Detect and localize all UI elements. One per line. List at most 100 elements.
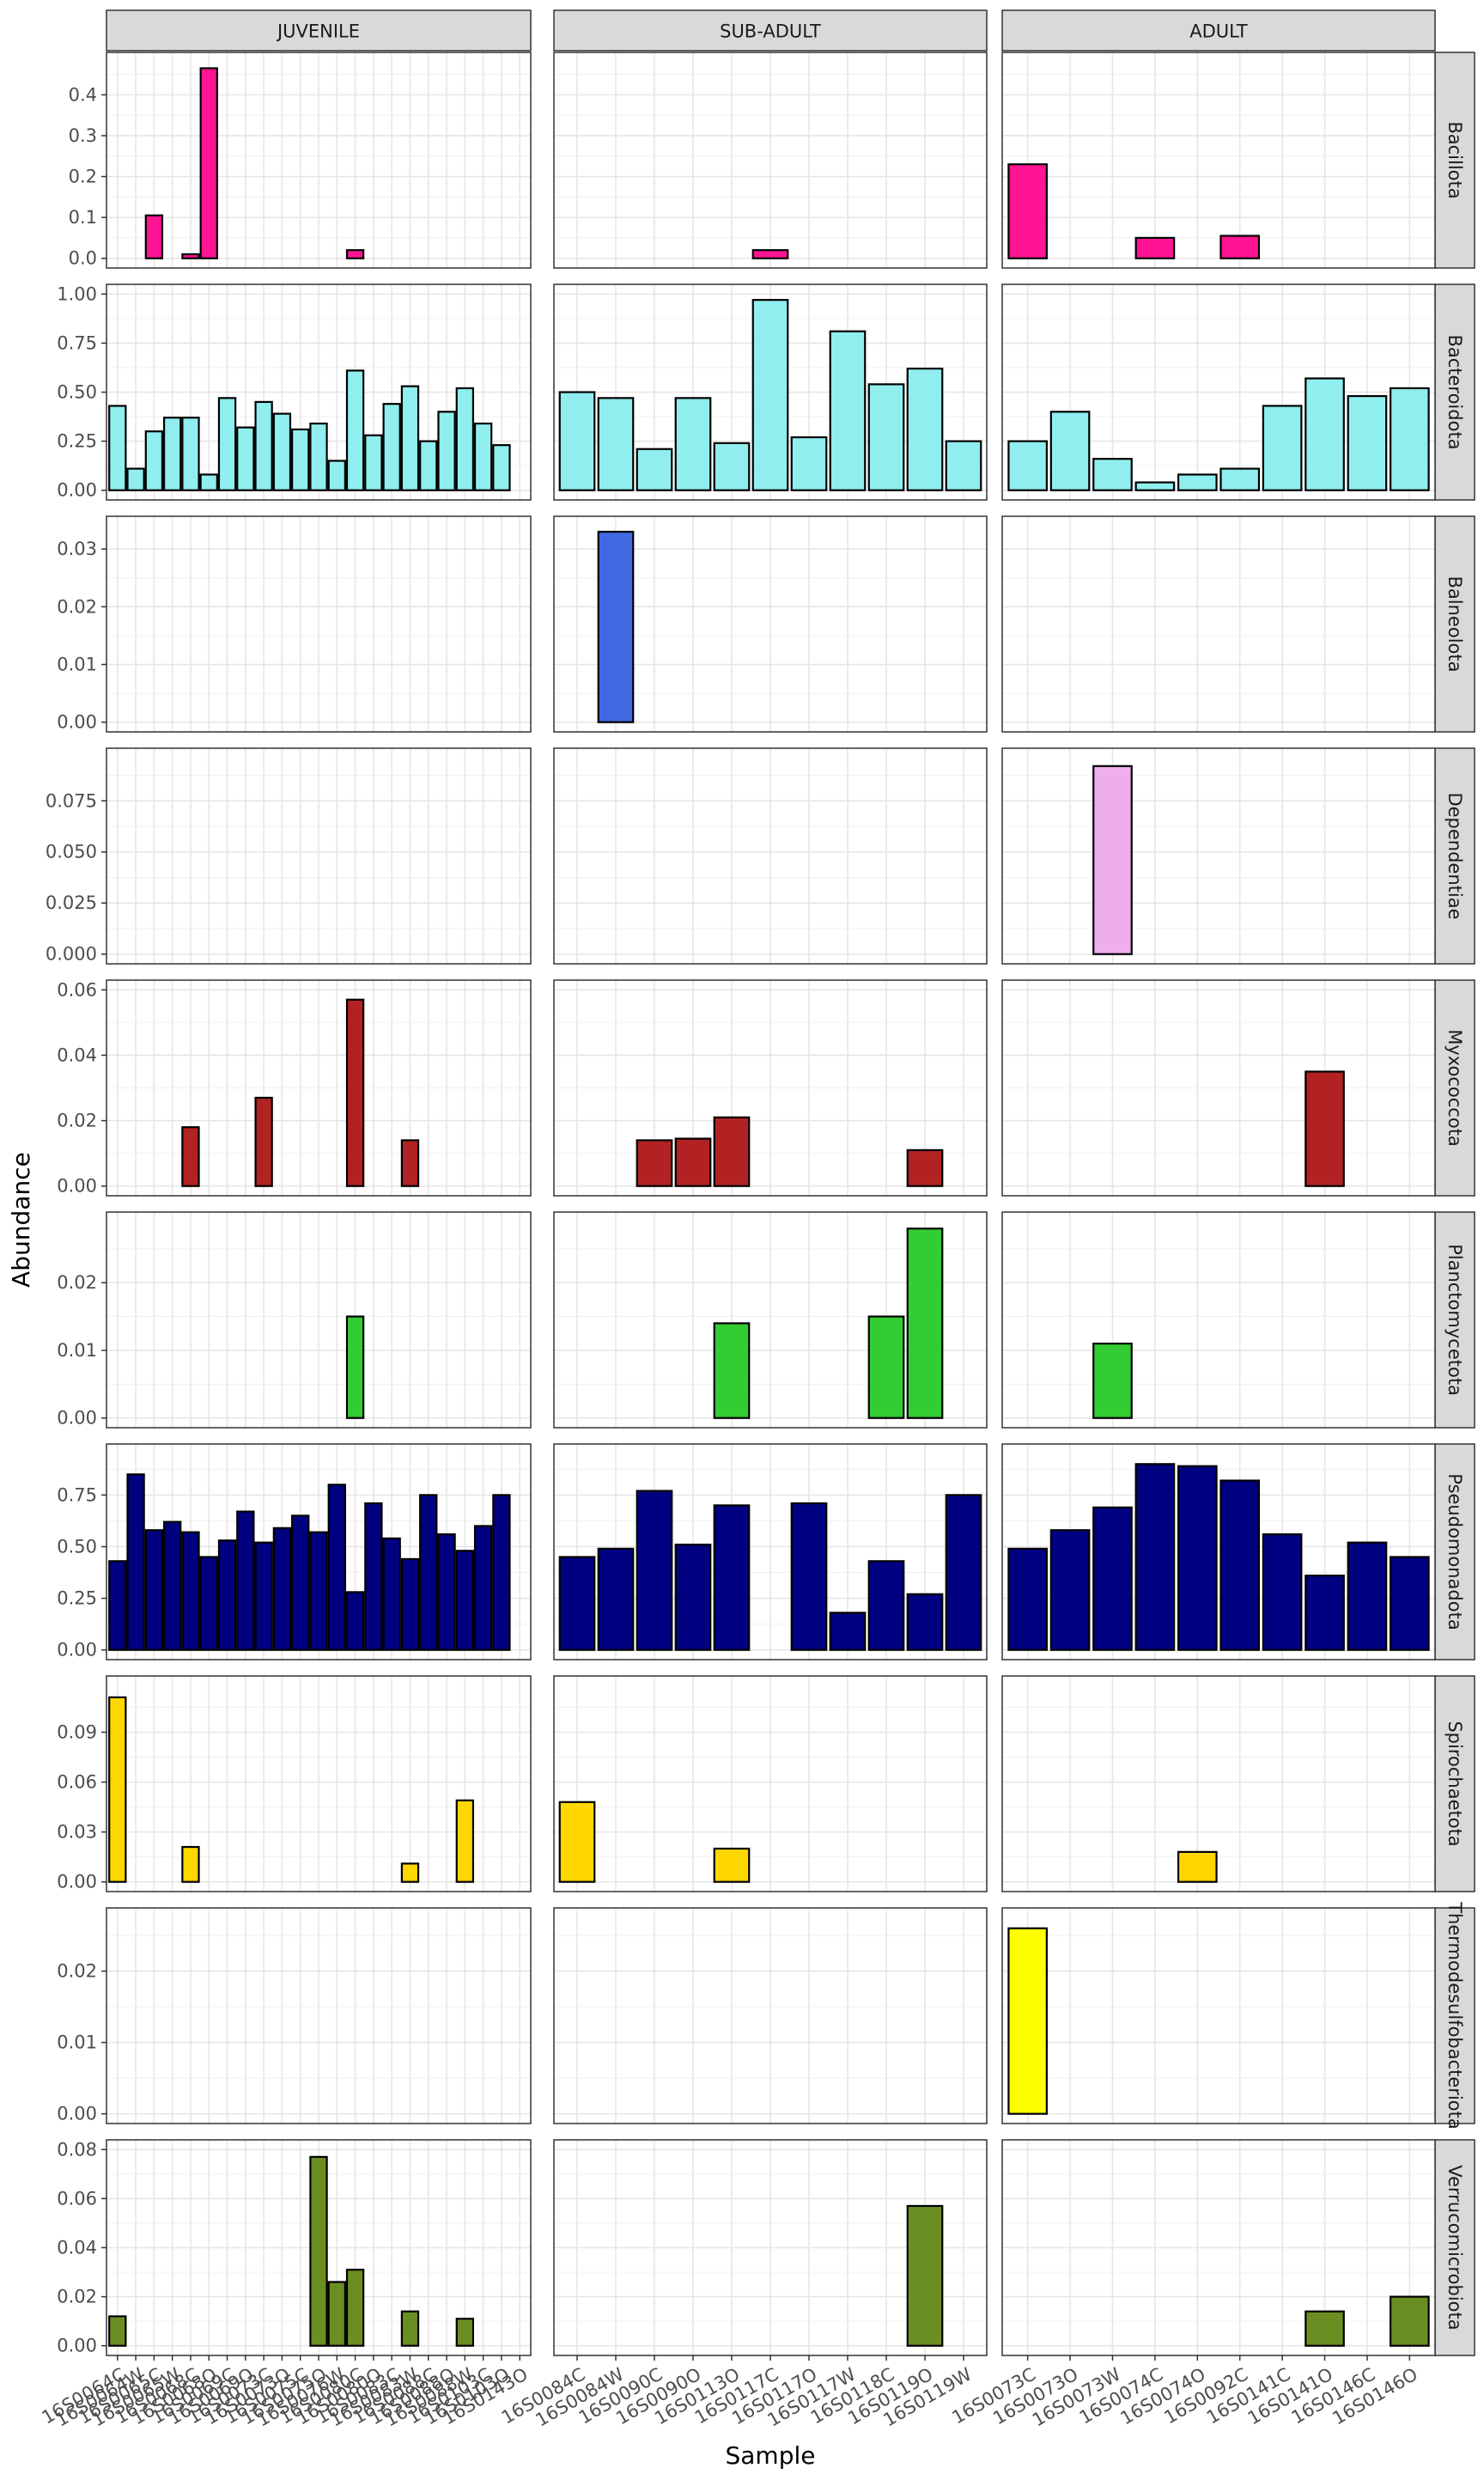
row-strip-label: Thermodesulfobacteriota <box>1444 1901 1465 2130</box>
row-strip-9 <box>1434 1907 1475 2124</box>
y-tick-label: 0.08 <box>57 2139 97 2160</box>
bar-pseudomonadota-16s0117w <box>829 1612 867 1651</box>
panel-background <box>1002 1908 1435 2124</box>
bar-pseudomonadota-16s0075c <box>291 1514 310 1651</box>
panel-4-2 <box>553 747 988 965</box>
panel-9-2 <box>553 1907 988 2124</box>
panel-border <box>106 1907 532 2124</box>
row-strip-label: Dependentiae <box>1444 792 1465 919</box>
y-tick-label: 0.00 <box>57 1176 97 1197</box>
y-tick-label: 0.01 <box>57 655 97 675</box>
y-tick-label: 0.50 <box>57 1536 97 1557</box>
panel-border <box>553 283 988 501</box>
bar-pseudomonadota-16s0092c <box>1219 1479 1261 1651</box>
bar-pseudomonadota-16s0064c <box>108 1560 127 1651</box>
panel-background <box>1002 748 1435 964</box>
y-tick-label: 0.00 <box>57 480 97 501</box>
panel-border <box>1001 283 1436 501</box>
panel-7-2 <box>553 1443 988 1661</box>
bar-bacteroidota-16s0103c <box>473 422 493 491</box>
panel-background <box>1002 52 1435 268</box>
bar-myxococcota-16s0090o <box>674 1137 712 1187</box>
y-tick-label: 0.04 <box>57 1045 97 1065</box>
bar-pseudomonadota-16s0073c <box>1007 1547 1048 1651</box>
y-tick-label: 0.00 <box>57 2336 97 2356</box>
panel-border <box>1001 1907 1436 2124</box>
panel-background <box>1002 1676 1435 1892</box>
bar-bacteroidota-16s0088o <box>437 411 456 491</box>
bar-pseudomonadota-16s0074o <box>1177 1465 1218 1651</box>
panel-8-3 <box>1001 1675 1436 1892</box>
y-tick-label: 0.0 <box>69 248 97 269</box>
bar-bacteroidota-16s0064w <box>126 467 145 491</box>
y-tick-label: 0.00 <box>57 1640 97 1661</box>
bar-pseudomonadota-16s0088c <box>419 1494 438 1651</box>
bar-pseudomonadota-16s0075o <box>309 1531 328 1651</box>
bar-bacillota-16s0074c <box>1134 236 1176 259</box>
panel-border <box>1001 1211 1436 1429</box>
panel-border <box>106 747 532 965</box>
bar-thermodesulfobacteriota-16s0073c <box>1007 1927 1048 2115</box>
bar-bacteroidota-16s0074c <box>1134 481 1176 491</box>
row-strip-5 <box>1434 979 1475 1197</box>
panel-9-1 <box>106 1907 532 2124</box>
y-tick-label: 0.75 <box>57 332 97 353</box>
bar-verrucomicrobiota-16s0119o <box>906 2204 944 2347</box>
bar-pseudomonadota-16s0068c <box>181 1531 200 1651</box>
panel-border <box>553 747 988 965</box>
bar-verrucomicrobiota-16s0083w <box>400 2310 420 2347</box>
panel-7-1 <box>106 1443 532 1661</box>
row-strip-label: Planctomycetota <box>1444 1244 1465 1396</box>
bar-pseudomonadota-16s0090c <box>636 1490 673 1651</box>
row-strip-7 <box>1434 1443 1475 1661</box>
y-tick-label: 0.09 <box>57 1721 97 1742</box>
bar-pseudomonadota-16s0069o <box>236 1510 255 1651</box>
y-tick-label: 0.06 <box>57 1772 97 1793</box>
y-tick-label: 0.00 <box>57 2104 97 2124</box>
panel-border <box>106 52 532 269</box>
bar-bacteroidota-16s0092c <box>1219 467 1261 491</box>
panel-10-2 <box>553 2139 988 2356</box>
bar-planctomycetota-16s0118c <box>867 1315 905 1419</box>
panel-border <box>106 515 532 733</box>
panel-border <box>1001 52 1436 269</box>
y-tick-label: 0.00 <box>57 1872 97 1892</box>
bar-bacteroidota-16s0088w <box>455 387 475 491</box>
bar-verrucomicrobiota-16s0075o <box>309 2155 328 2347</box>
panel-7-3 <box>1001 1443 1436 1661</box>
y-tick-label: 0.00 <box>57 712 97 733</box>
bar-pseudomonadota-16s0065c <box>144 1529 164 1651</box>
bar-pseudomonadota-16s0073c <box>254 1541 273 1651</box>
panel-8-1 <box>106 1675 532 1892</box>
bar-bacteroidota-16s0117o <box>790 436 828 491</box>
bar-spirochaetota-16s0088w <box>455 1799 475 1883</box>
bar-bacteroidota-16s0073c <box>254 400 273 491</box>
bar-myxococcota-16s0083w <box>400 1139 420 1187</box>
panel-border <box>1001 2139 1436 2356</box>
panel-2-3 <box>1001 283 1436 501</box>
y-tick-label: 0.01 <box>57 1340 97 1361</box>
bar-bacteroidota-16s0083c <box>382 403 401 491</box>
panel-border <box>1001 1443 1436 1661</box>
bar-bacteroidota-16s0141o <box>1305 377 1345 491</box>
panel-5-2 <box>553 979 988 1197</box>
panel-10-1 <box>106 2139 532 2356</box>
panel-border <box>1001 979 1436 1197</box>
y-tick-label: 0.02 <box>57 2287 97 2307</box>
bar-pseudomonadota-16s0073o <box>272 1526 292 1651</box>
panel-border <box>1001 747 1436 965</box>
y-tick-label: 0.03 <box>57 539 97 559</box>
y-tick-label: 0.04 <box>57 2238 97 2258</box>
panel-border <box>553 52 988 269</box>
panel-5-3 <box>1001 979 1436 1197</box>
bar-pseudomonadota-16s0069c <box>217 1539 237 1651</box>
bar-pseudomonadota-16s0103o <box>492 1494 511 1651</box>
bar-pseudomonadota-16s0074c <box>1134 1463 1176 1651</box>
bar-bacteroidota-16s0069o <box>236 426 255 491</box>
y-tick-label: 0.02 <box>57 596 97 617</box>
bar-bacteroidota-16s0083w <box>400 385 420 491</box>
bar-bacteroidota-16s0117c <box>751 299 789 491</box>
bar-pseudomonadota-16s0083w <box>400 1557 420 1651</box>
bar-bacteroidota-16s0146o <box>1390 387 1430 491</box>
